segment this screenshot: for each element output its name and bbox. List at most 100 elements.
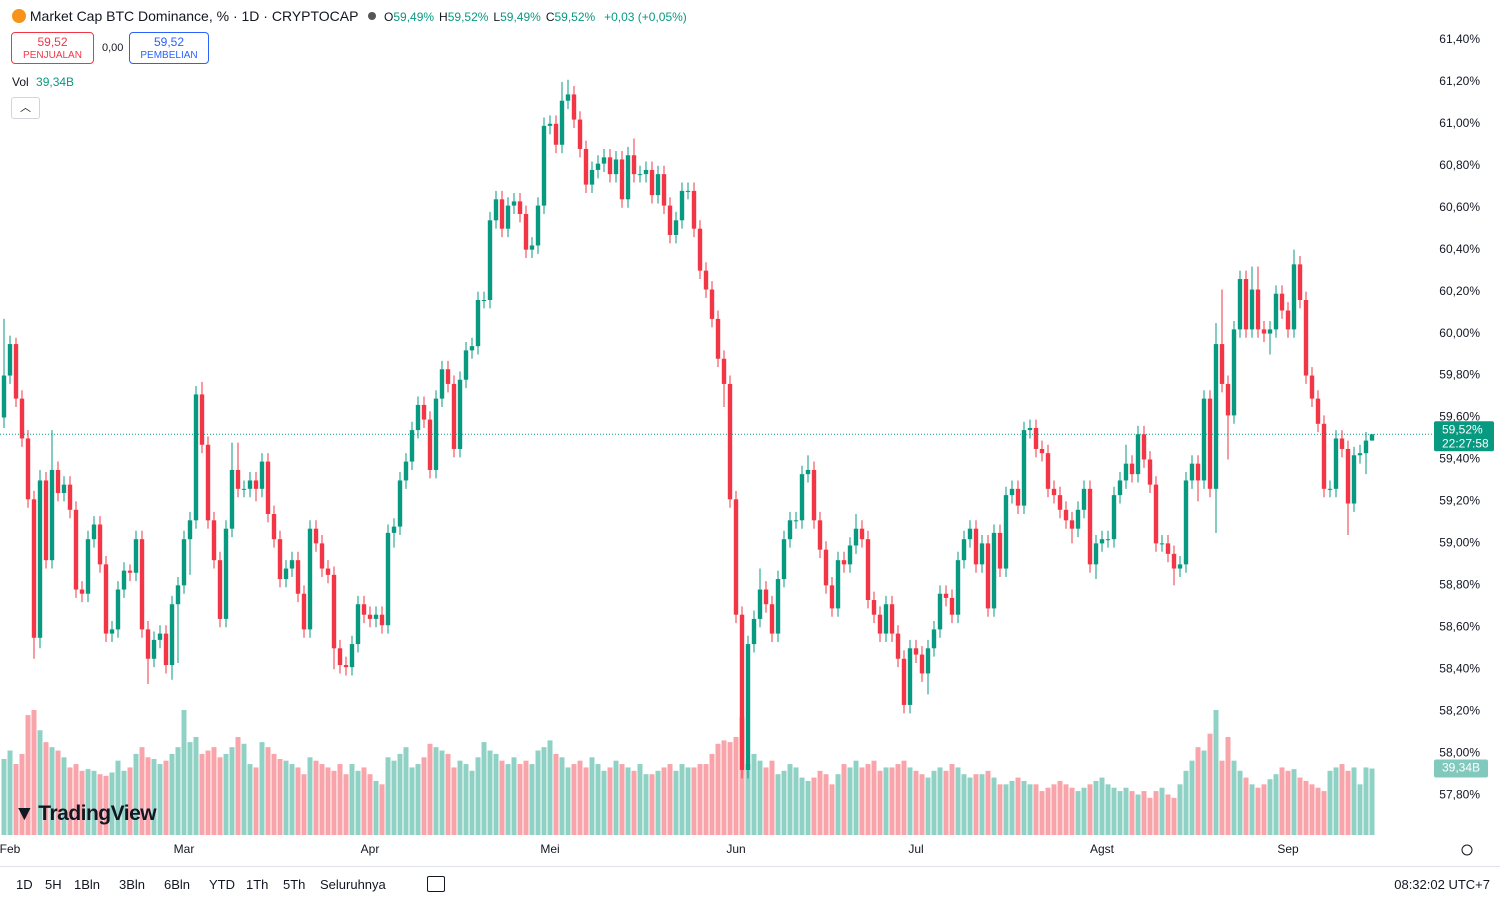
range-button[interactable]: YTD <box>209 877 235 892</box>
candle-body <box>841 560 847 565</box>
volume-bar <box>19 753 25 835</box>
ohlc-value: 59,52% <box>554 10 596 24</box>
volume-bar <box>559 757 565 835</box>
volume-bar <box>1219 760 1225 835</box>
candle-body <box>361 604 367 615</box>
volume-bar <box>511 757 517 835</box>
volume-bar <box>457 760 463 835</box>
candle-body <box>613 159 619 175</box>
volume-bar <box>655 770 661 835</box>
volume-bar <box>1267 779 1273 835</box>
candle-body <box>769 604 775 634</box>
candle-body <box>1351 455 1357 504</box>
volume-bar <box>1033 784 1039 835</box>
candle-body <box>115 589 121 630</box>
volume-bar <box>175 747 181 835</box>
volume-bar <box>775 774 781 835</box>
volume-bar <box>139 747 145 835</box>
volume-bar <box>1051 784 1057 835</box>
volume-bar <box>319 764 325 835</box>
candle-body <box>991 532 997 609</box>
candle-body <box>553 123 559 145</box>
candle-body <box>1111 495 1117 540</box>
range-button[interactable]: 1Bln <box>74 877 101 892</box>
candle-body <box>1177 564 1183 569</box>
volume-bar <box>1249 784 1255 835</box>
volume-bar <box>1363 767 1369 835</box>
volume-bar <box>1345 770 1351 835</box>
candle-body <box>25 438 31 500</box>
candle-body <box>775 579 781 634</box>
candle-body <box>343 665 349 668</box>
range-button[interactable]: 5Th <box>283 877 306 892</box>
candle-body <box>193 394 199 521</box>
volume-bar <box>991 777 997 835</box>
candle-body <box>661 174 667 206</box>
range-button[interactable]: Seluruhnya <box>320 877 386 892</box>
volume-bar <box>43 742 49 835</box>
y-tick-label: 59,40% <box>1439 452 1480 466</box>
volume-bar <box>427 743 433 835</box>
volume-bar <box>637 764 643 835</box>
collapse-button[interactable]: ︿ <box>11 97 40 119</box>
candle-body <box>1249 289 1255 330</box>
x-tick-label: Feb <box>0 842 21 856</box>
volume-bar <box>265 747 271 835</box>
x-tick-label: Jun <box>726 842 745 856</box>
y-tick-label: 59,60% <box>1439 410 1480 424</box>
range-button[interactable]: 1Th <box>246 877 269 892</box>
volume-bar <box>463 764 469 835</box>
candle-body <box>397 480 403 527</box>
volume-bar <box>1105 784 1111 835</box>
sell-button[interactable]: 59,52 PENJUALAN <box>11 32 94 64</box>
volume-bar <box>1165 794 1171 835</box>
volume-bar <box>277 758 283 835</box>
volume-bar <box>415 764 421 835</box>
candle-body <box>949 597 955 615</box>
candle-body <box>427 419 433 470</box>
volume-bar <box>619 764 625 835</box>
candle-body <box>1069 520 1075 529</box>
range-button[interactable]: 1D <box>16 877 33 892</box>
volume-bar <box>517 764 523 835</box>
y-tick-label: 61,20% <box>1439 74 1480 88</box>
x-tick-label: Mar <box>174 842 195 856</box>
volume-bar <box>1243 777 1249 835</box>
volume-bar <box>1099 777 1105 835</box>
y-tick-label: 58,00% <box>1439 745 1480 759</box>
candle-body <box>241 488 247 490</box>
y-tick-label: 58,40% <box>1439 661 1480 675</box>
candle-body <box>1003 495 1009 569</box>
candle-body <box>1369 434 1375 441</box>
candle-body <box>685 190 691 192</box>
range-button[interactable]: 6Bln <box>164 877 191 892</box>
volume-bar <box>331 770 337 835</box>
volume-bar <box>847 767 853 835</box>
volume-bar <box>115 760 121 835</box>
volume-bar <box>217 757 223 835</box>
range-button[interactable]: 3Bln <box>119 877 146 892</box>
candle-body <box>727 383 733 500</box>
candle-body <box>691 190 697 229</box>
volume-bar <box>1321 791 1327 835</box>
volume-bar <box>235 737 241 835</box>
volume-bar <box>1357 784 1363 835</box>
candle-body <box>709 289 715 319</box>
candle-body <box>409 430 415 462</box>
volume-bar <box>961 774 967 835</box>
buy-button[interactable]: 59,52 PEMBELIAN <box>129 32 209 64</box>
volume-bar <box>523 760 529 835</box>
volume-bar <box>193 737 199 835</box>
volume-bar <box>577 760 583 835</box>
volume-bar <box>379 784 385 835</box>
range-button[interactable]: 5H <box>45 877 62 892</box>
candle-body <box>229 469 235 529</box>
volume-bar <box>907 767 913 835</box>
candle-body <box>1081 488 1087 510</box>
y-tick-label: 58,80% <box>1439 578 1480 592</box>
candle-body <box>277 539 283 580</box>
date-range-icon[interactable] <box>427 876 445 892</box>
volume-bar <box>1063 784 1069 835</box>
volume-bar <box>721 740 727 835</box>
candle-body <box>517 201 523 214</box>
